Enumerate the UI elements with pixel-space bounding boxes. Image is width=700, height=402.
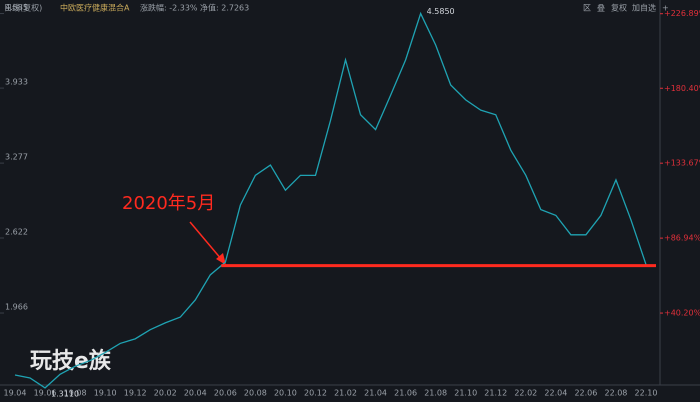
tool[interactable]: 加自选: [632, 3, 656, 13]
watermark: 玩技e族: [30, 348, 112, 374]
x-tick-label: 20.04: [184, 389, 207, 398]
x-tick-label: 20.08: [244, 389, 267, 398]
change: 涨跌幅: -2.33%: [140, 3, 198, 13]
y-tick-label: 3.933: [5, 78, 28, 87]
x-tick-label: 19.06: [34, 389, 57, 398]
y-tick-label: 1.966: [5, 303, 28, 312]
y2-tick-label: +86.94%: [664, 234, 700, 243]
tool[interactable]: +: [662, 4, 669, 13]
x-tick-label: 21.02: [334, 389, 357, 398]
x-tick-label: 20.02: [154, 389, 177, 398]
fund-name: 中欧医疗健康混合A: [60, 3, 130, 13]
arrow-head: [216, 253, 226, 265]
y2-tick-label: +226.89%: [664, 9, 700, 18]
x-tick-label: 20.10: [274, 389, 297, 398]
x-tick-label: 22.10: [635, 389, 658, 398]
x-tick-label: 21.10: [454, 389, 477, 398]
y2-tick-label: +180.40%: [664, 84, 700, 93]
value-label: 4.5850: [427, 7, 455, 16]
y-tick-label: 4.585: [5, 3, 28, 12]
x-tick-label: 21.06: [394, 389, 417, 398]
value-label: 1.3110: [51, 389, 79, 398]
x-tick-label: 19.08: [64, 389, 87, 398]
nav: 净值: 2.7263: [200, 3, 249, 13]
x-tick-label: 22.04: [544, 389, 567, 398]
arrow: [189, 221, 223, 261]
x-tick-label: 20.06: [214, 389, 237, 398]
x-tick-label: 22.02: [514, 389, 537, 398]
y-tick-label: 3.277: [5, 153, 28, 162]
line: [14, 11, 647, 389]
x-tick-label: 21.08: [424, 389, 447, 398]
tool[interactable]: 复权: [611, 3, 627, 13]
annotation: 2020年5月: [122, 193, 215, 214]
x-tick-label: 22.08: [604, 389, 627, 398]
mode: 日线(复权): [4, 3, 42, 13]
y2-tick-label: +133.67%: [664, 159, 700, 168]
x-tick-label: 19.04: [4, 389, 27, 398]
x-tick-label: 21.12: [484, 389, 507, 398]
x-tick-label: 22.06: [574, 389, 597, 398]
y-tick-label: 2.622: [5, 228, 28, 237]
x-tick-label: 19.12: [124, 389, 147, 398]
y2-tick-label: +40.20%: [664, 309, 700, 318]
x-tick-label: 19.10: [94, 389, 117, 398]
x-tick-label: 20.12: [304, 389, 327, 398]
tool[interactable]: 区: [583, 4, 591, 13]
tool[interactable]: 叠: [597, 4, 605, 13]
x-tick-label: 21.04: [364, 389, 387, 398]
